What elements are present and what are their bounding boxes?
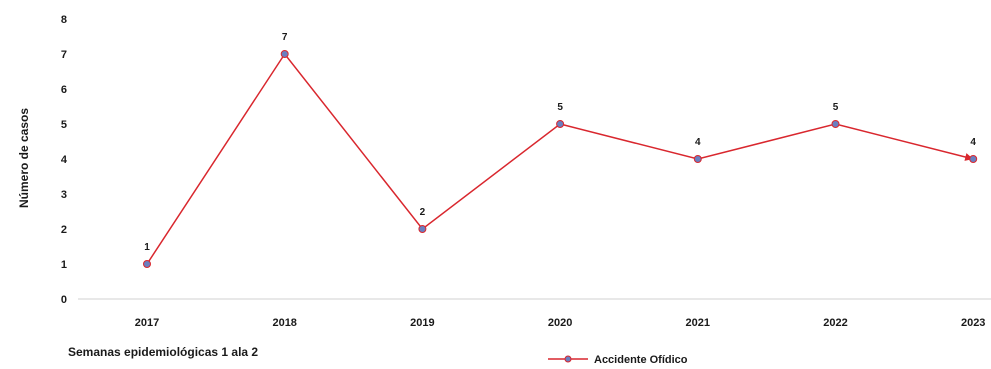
data-point: [418, 225, 427, 233]
y-tick-label: 6: [61, 84, 67, 96]
y-tick-label: 0: [61, 294, 67, 306]
data-label: 5: [557, 102, 563, 113]
data-point: [556, 120, 565, 128]
data-label: 2: [420, 207, 426, 218]
x-tick-label: 2023: [961, 317, 985, 329]
series-line: [146, 52, 974, 265]
data-point: [969, 155, 978, 163]
x-tick-label: 2018: [272, 317, 296, 329]
x-tick-label: 2022: [823, 317, 847, 329]
y-tick-label: 2: [61, 224, 67, 236]
y-tick-label: 8: [61, 14, 67, 26]
legend: Accidente Ofídico: [548, 354, 688, 366]
y-axis-title: Número de casos: [17, 108, 31, 208]
y-tick-label: 7: [61, 49, 67, 61]
y-tick-label: 3: [61, 189, 67, 201]
data-point: [280, 50, 289, 58]
data-point: [143, 260, 151, 268]
y-axis-ticks: 0 1 2 3 4 5 6 7 8: [61, 14, 68, 306]
y-tick-label: 1: [61, 259, 67, 271]
series-points-layer: [143, 50, 978, 268]
data-label: 7: [282, 32, 288, 43]
chart-note: Semanas epidemiológicas 1 ala 2: [68, 345, 258, 359]
y-tick-label: 4: [61, 154, 68, 166]
data-label: 4: [970, 137, 976, 148]
x-tick-label: 2021: [686, 317, 710, 329]
legend-marker-swatch: [564, 355, 572, 363]
y-tick-label: 5: [61, 119, 67, 131]
data-point: [831, 120, 840, 128]
data-labels-layer: 1 7 2 5 4 5 4: [144, 32, 976, 253]
x-tick-label: 2017: [135, 317, 159, 329]
data-label: 1: [144, 242, 150, 253]
data-label: 4: [695, 137, 701, 148]
data-point: [693, 155, 702, 163]
x-axis-ticks: 2017 2018 2019 2020 2021 2022 2023: [135, 317, 986, 329]
x-tick-label: 2020: [548, 317, 572, 329]
x-tick-label: 2019: [410, 317, 434, 329]
data-label: 5: [833, 102, 839, 113]
legend-label: Accidente Ofídico: [594, 354, 688, 364]
series-line-layer: [146, 52, 974, 265]
